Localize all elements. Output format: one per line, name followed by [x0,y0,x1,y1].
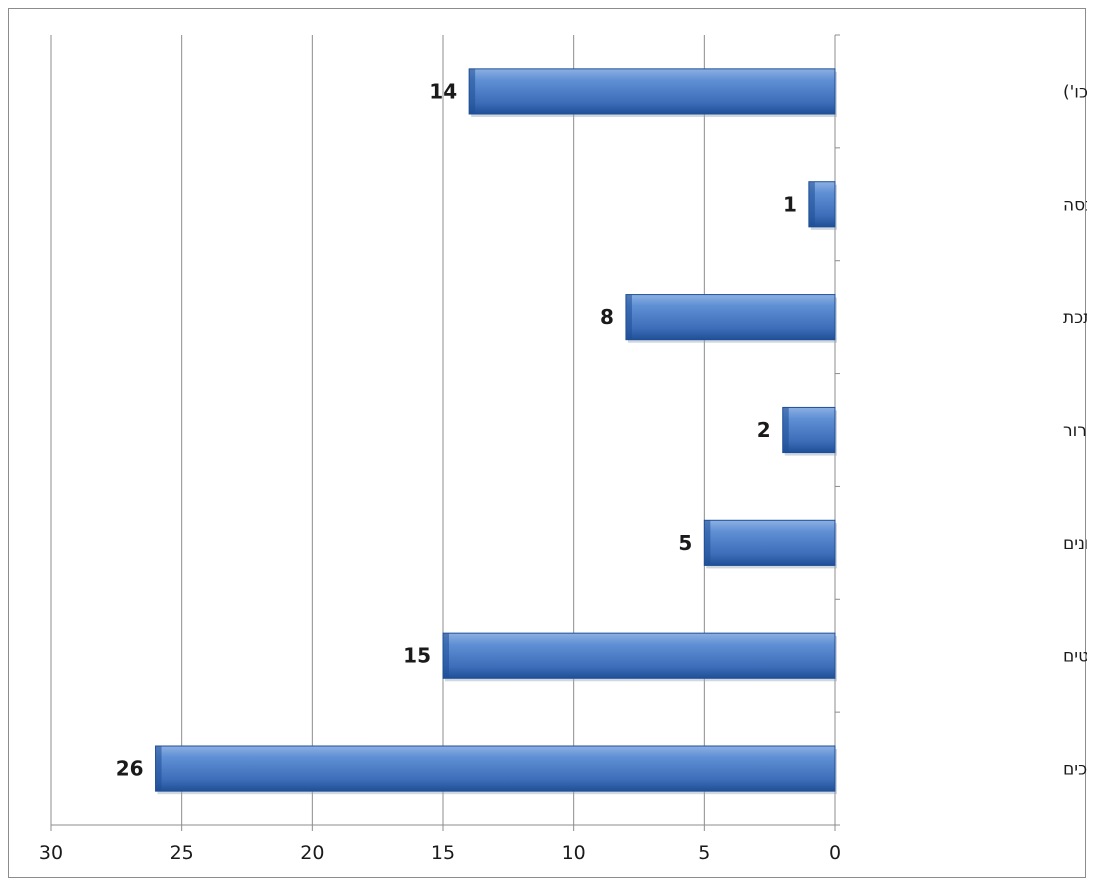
bar [155,745,836,792]
bar-bevel [443,633,449,679]
data-label: 8 [600,305,614,329]
bar [703,519,836,566]
bars [155,68,838,795]
bar [442,632,836,679]
x-tick-label: 0 [829,842,841,864]
bar-bevel [625,294,632,340]
bar [625,294,836,341]
bar [782,406,836,454]
chart-frame: 05101520253014שונות (הסעות, הרכבות וכו')… [8,8,1087,878]
category-label: מתכת [1063,308,1087,328]
bar-bevel [808,181,815,227]
data-label: 26 [116,757,144,781]
x-tick-label: 30 [39,842,63,864]
category-label: שונות (הסעות, הרכבות וכו') [1063,82,1087,102]
bar-chart: 05101520253014שונות (הסעות, הרכבות וכו')… [39,34,1087,864]
x-tick-label: 15 [431,842,455,864]
bar-bevel [704,520,711,566]
data-label: 14 [429,79,457,103]
x-tick-label: 5 [698,842,710,864]
data-label: 5 [678,531,692,555]
bar [468,68,836,115]
labels: 05101520253014שונות (הסעות, הרכבות וכו')… [39,79,1087,864]
x-tick-label: 25 [170,842,194,864]
axes [51,34,840,826]
x-tick-label: 10 [562,842,586,864]
category-label: מכבסה [1063,195,1087,215]
bar-bevel [782,407,789,453]
category-label: טיפול ברכב/מוסכים [1063,760,1087,780]
category-label: קירור [1063,421,1087,441]
category-label: ייצור רהיטים [1063,647,1087,667]
bar-bevel [155,746,162,792]
category-label: חניונים [1063,534,1087,554]
x-tick-label: 20 [300,842,324,864]
data-label: 2 [757,418,771,442]
bar-bevel [469,68,476,114]
gridlines [50,35,836,831]
data-label: 1 [783,192,797,216]
data-label: 15 [403,644,431,668]
